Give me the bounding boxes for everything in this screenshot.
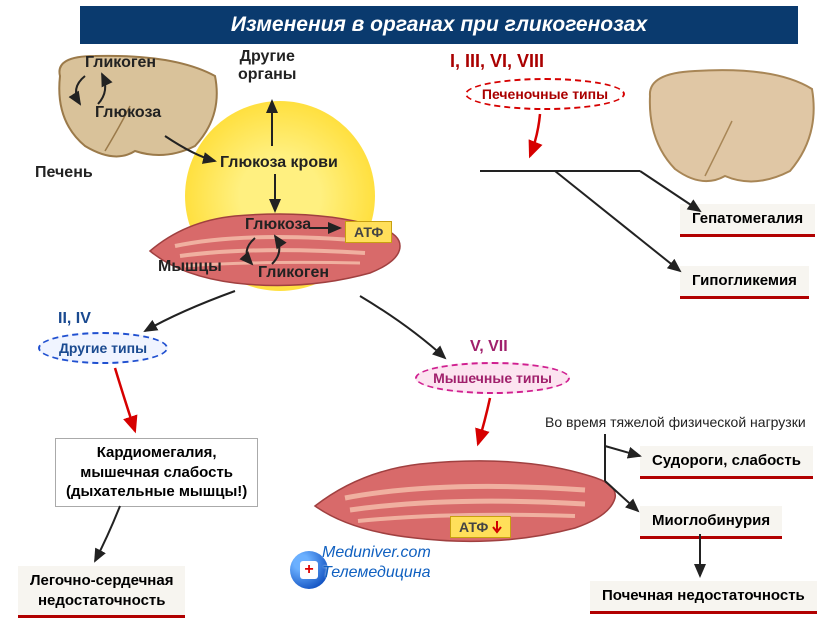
watermark-line2: Телемедицина xyxy=(322,564,431,582)
liver-illustration-right xyxy=(640,61,820,191)
oval-muscular-types: Мышечные типы xyxy=(415,362,570,394)
label-glucose-muscle: Глюкоза xyxy=(245,216,311,234)
box-cardiopulm: Легочно-сердечная недостаточность xyxy=(18,566,185,618)
oval-hepatic-types: Печеночные типы xyxy=(465,78,625,110)
box-myoglobinuria: Миоглобинурия xyxy=(640,506,782,539)
label-muscles: Мышцы xyxy=(158,258,222,276)
page-title: Изменения в органах при гликогенозах xyxy=(80,6,798,44)
arrow-down-icon xyxy=(492,520,502,534)
box-hypoglycemia: Гипогликемия xyxy=(680,266,809,299)
label-liver: Печень xyxy=(35,164,93,182)
label-muscular-roman: V, VII xyxy=(470,338,508,356)
box-cramps: Судороги, слабость xyxy=(640,446,813,479)
atp-box-lower: АТФ xyxy=(450,516,511,538)
watermark-line1: Meduniver.com xyxy=(322,544,431,562)
label-other-organs: Другие органы xyxy=(238,48,296,84)
label-hepatic-roman: I, III, VI, VIII xyxy=(450,51,544,72)
muscle-illustration-center xyxy=(145,191,405,301)
label-other-roman: II, IV xyxy=(58,310,91,328)
oval-other-types: Другие типы xyxy=(38,332,168,364)
label-glycogen-muscle: Гликоген xyxy=(258,264,329,282)
muscle-illustration-lower xyxy=(310,436,620,556)
label-exercise: Во время тяжелой физической нагрузки xyxy=(545,414,806,430)
label-glucose-liver: Глюкоза xyxy=(95,104,161,122)
box-cardiomegaly: Кардиомегалия, мышечная слабость (дыхате… xyxy=(55,438,258,507)
label-blood-glucose: Глюкоза крови xyxy=(220,154,338,172)
box-renal: Почечная недостаточность xyxy=(590,581,817,614)
box-hepatomegaly: Гепатомегалия xyxy=(680,204,815,237)
atp-box-center: АТФ xyxy=(345,221,392,243)
label-glycogen-liver: Гликоген xyxy=(85,54,156,72)
